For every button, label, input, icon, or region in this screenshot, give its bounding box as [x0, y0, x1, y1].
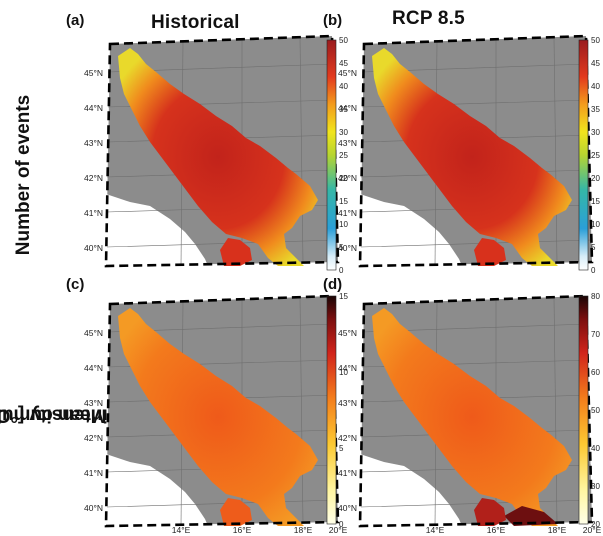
panel-letter-a: (a): [66, 12, 85, 29]
latitude-label: 40°N: [338, 243, 357, 253]
colorbar-a-tick-label: 20: [339, 174, 348, 183]
colorbar-b-tick-label: 5: [591, 243, 596, 252]
colorbar-c-tick-label: 15: [339, 292, 348, 301]
colorbar-d-tick-label: 80: [591, 292, 600, 301]
colorbar-a-tick-label: 45: [339, 59, 348, 68]
latitude-label: 41°N: [338, 208, 357, 218]
latitude-label: 44°N: [84, 103, 103, 113]
map-panel-b: [358, 34, 594, 268]
colorbar-b-tick-label: 35: [591, 105, 600, 114]
latitude-label: 41°N: [84, 208, 103, 218]
latitude-label: 40°N: [84, 503, 103, 513]
panel-letter-b: (b): [323, 12, 343, 29]
latitude-label: 44°N: [84, 363, 103, 373]
longitude-label: 14°E: [172, 525, 191, 535]
latitude-label: 45°N: [84, 328, 103, 338]
latitude-label: 45°N: [338, 328, 357, 338]
colorbar-b-tick-label: 10: [591, 220, 600, 229]
colorbar-b-tick-label: 20: [591, 174, 600, 183]
colorbar-c-tick-label: 0: [339, 520, 344, 529]
colorbar-d-tick-label: 40: [591, 444, 600, 453]
longitude-label: 16°E: [233, 525, 252, 535]
colorbar-d-tick-label: 60: [591, 368, 600, 377]
latitude-label: 43°N: [84, 138, 103, 148]
latitude-label: 43°N: [84, 398, 103, 408]
latitude-label: 44°N: [338, 103, 357, 113]
latitude-label: 40°N: [338, 503, 357, 513]
colorbar-a-tick-label: 35: [339, 105, 348, 114]
latitude-label: 43°N: [338, 138, 357, 148]
colorbar-a: [326, 39, 337, 271]
longitude-label: 20°E: [329, 525, 348, 535]
colorbar-c: [326, 295, 337, 525]
colorbar-c-tick-label: 5: [339, 444, 344, 453]
colorbar-c-tick-label: 10: [339, 368, 348, 377]
colorbar-b-tick-label: 40: [591, 82, 600, 91]
latitude-label: 42°N: [338, 173, 357, 183]
colorbar-d-tick-label: 20: [591, 520, 600, 529]
longitude-label: 14°E: [426, 525, 445, 535]
latitude-label: 44°N: [338, 363, 357, 373]
colorbar-b-tick-label: 0: [591, 266, 596, 275]
longitude-label: 18°E: [548, 525, 567, 535]
colorbar-a-tick-label: 40: [339, 82, 348, 91]
colorbar-d: [578, 295, 589, 525]
colorbar-a-tick-label: 50: [339, 36, 348, 45]
latitude-label: 45°N: [338, 68, 357, 78]
colorbar-a-tick-label: 15: [339, 197, 348, 206]
colorbar-a-tick-label: 5: [339, 243, 344, 252]
map-panel-d: [358, 294, 594, 528]
colorbar-a-tick-label: 0: [339, 266, 344, 275]
map-panel-c: [104, 294, 340, 528]
colorbar-b-tick-label: 15: [591, 197, 600, 206]
latitude-label: 40°N: [84, 243, 103, 253]
latitude-label: 41°N: [338, 468, 357, 478]
colorbar-d-tick-label: 30: [591, 482, 600, 491]
map-panel-a: [104, 34, 340, 268]
latitude-label: 45°N: [84, 68, 103, 78]
colorbar-b-tick-label: 50: [591, 36, 600, 45]
colorbar-d-tick-label: 70: [591, 330, 600, 339]
panel-letter-c: (c): [66, 276, 85, 293]
column-title-rcp85: RCP 8.5: [392, 8, 465, 29]
colorbar-d-tick-label: 50: [591, 406, 600, 415]
latitude-label: 42°N: [84, 173, 103, 183]
latitude-label: 43°N: [338, 398, 357, 408]
longitude-label: 18°E: [294, 525, 313, 535]
panel-letter-d: (d): [323, 276, 343, 293]
longitude-label: 16°E: [487, 525, 506, 535]
colorbar-b-tick-label: 45: [591, 59, 600, 68]
column-title-historical: Historical: [151, 12, 240, 33]
longitude-label: 20°E: [583, 525, 602, 535]
colorbar-a-tick-label: 30: [339, 128, 348, 137]
colorbar-a-tick-label: 10: [339, 220, 348, 229]
colorbar-b-tick-label: 30: [591, 128, 600, 137]
latitude-label: 42°N: [84, 433, 103, 443]
latitude-label: 41°N: [84, 468, 103, 478]
latitude-label: 42°N: [338, 433, 357, 443]
colorbar-b-tick-label: 25: [591, 151, 600, 160]
colorbar-a-tick-label: 25: [339, 151, 348, 160]
colorbar-b: [578, 39, 589, 271]
